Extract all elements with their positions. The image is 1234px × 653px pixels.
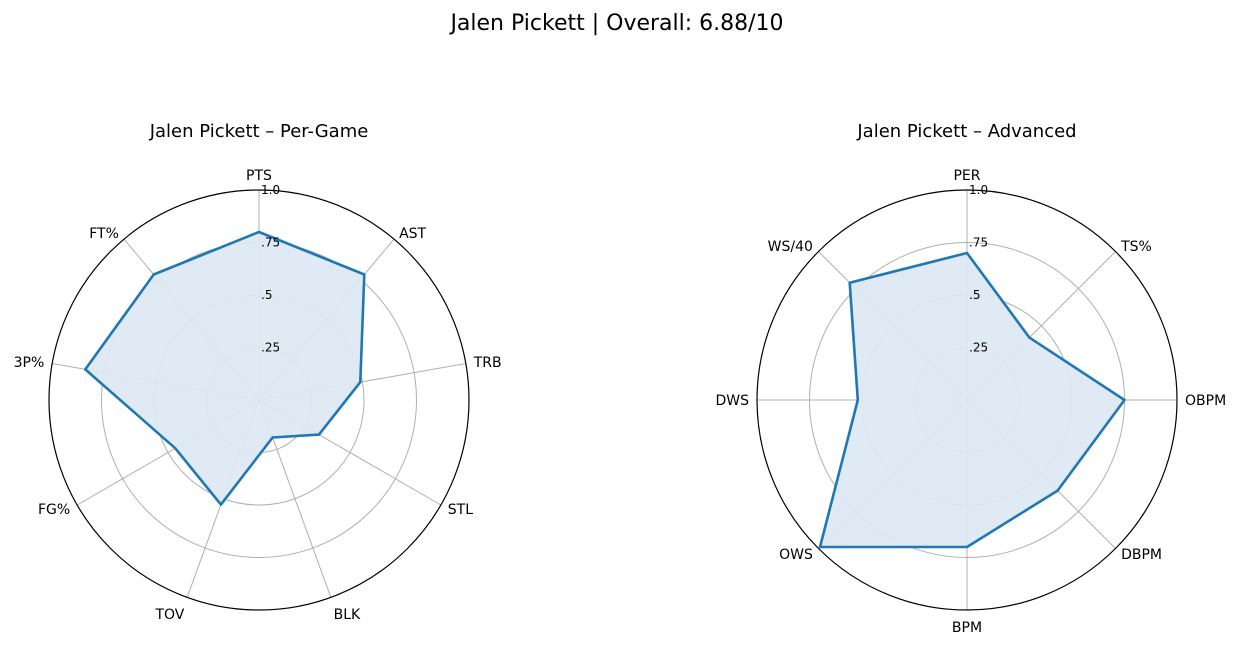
r-tick-label: .75 <box>261 236 280 250</box>
data-point-trb <box>359 381 361 383</box>
axis-label-ft-pct: FT% <box>89 226 119 242</box>
r-tick-label: .5 <box>261 288 272 302</box>
data-point-stl <box>318 433 320 435</box>
chart-title: Jalen Pickett – Per-Game <box>149 121 369 142</box>
axis-label-ows: OWS <box>779 547 813 563</box>
data-point-ast <box>363 273 365 275</box>
data-point-ts-pct <box>1028 336 1030 338</box>
axis-label-tov: TOV <box>154 607 184 623</box>
axis-label-dbpm: DBPM <box>1121 547 1162 563</box>
axis-label-obpm: OBPM <box>1185 393 1226 409</box>
data-point-3p-pct <box>84 368 86 370</box>
axis-label-dws: DWS <box>715 393 749 409</box>
axis-label-bpm: BPM <box>952 620 982 636</box>
data-point-ows <box>819 546 821 548</box>
data-point-pts <box>258 231 260 233</box>
axis-label-ast: AST <box>399 226 426 242</box>
data-point-blk <box>271 436 273 438</box>
data-point-obpm <box>1123 399 1125 401</box>
r-tick-label: .25 <box>969 341 988 355</box>
axis-label-trb: TRB <box>473 355 502 371</box>
axis-label-fg-pct: FG% <box>38 502 70 518</box>
data-point-bpm <box>966 546 968 548</box>
r-tick-label: 1.0 <box>261 183 280 197</box>
figure-title: Jalen Pickett | Overall: 6.88/10 <box>448 11 783 36</box>
axis-label-stl: STL <box>448 502 473 518</box>
axis-label-3p-pct: 3P% <box>14 355 45 371</box>
axis-label-ts-pct: TS% <box>1120 239 1152 255</box>
r-tick-label: .5 <box>969 288 980 302</box>
axis-label-blk: BLK <box>334 607 361 623</box>
r-tick-label: .75 <box>969 236 988 250</box>
r-tick-label: 1.0 <box>969 183 988 197</box>
data-point-ft-pct <box>153 273 155 275</box>
series-area <box>85 232 364 505</box>
data-point-dbpm <box>1056 489 1058 491</box>
data-point-dws <box>857 399 859 401</box>
axis-label-ws-40: WS/40 <box>768 239 813 255</box>
axis-label-pts: PTS <box>246 168 272 184</box>
axis-label-per: PER <box>953 168 980 184</box>
data-point-tov <box>220 503 222 505</box>
data-point-per <box>966 252 968 254</box>
data-point-ws-40 <box>848 281 850 283</box>
chart-title: Jalen Pickett – Advanced <box>856 121 1076 142</box>
data-point-fg-pct <box>174 447 176 449</box>
r-tick-label: .25 <box>261 341 280 355</box>
